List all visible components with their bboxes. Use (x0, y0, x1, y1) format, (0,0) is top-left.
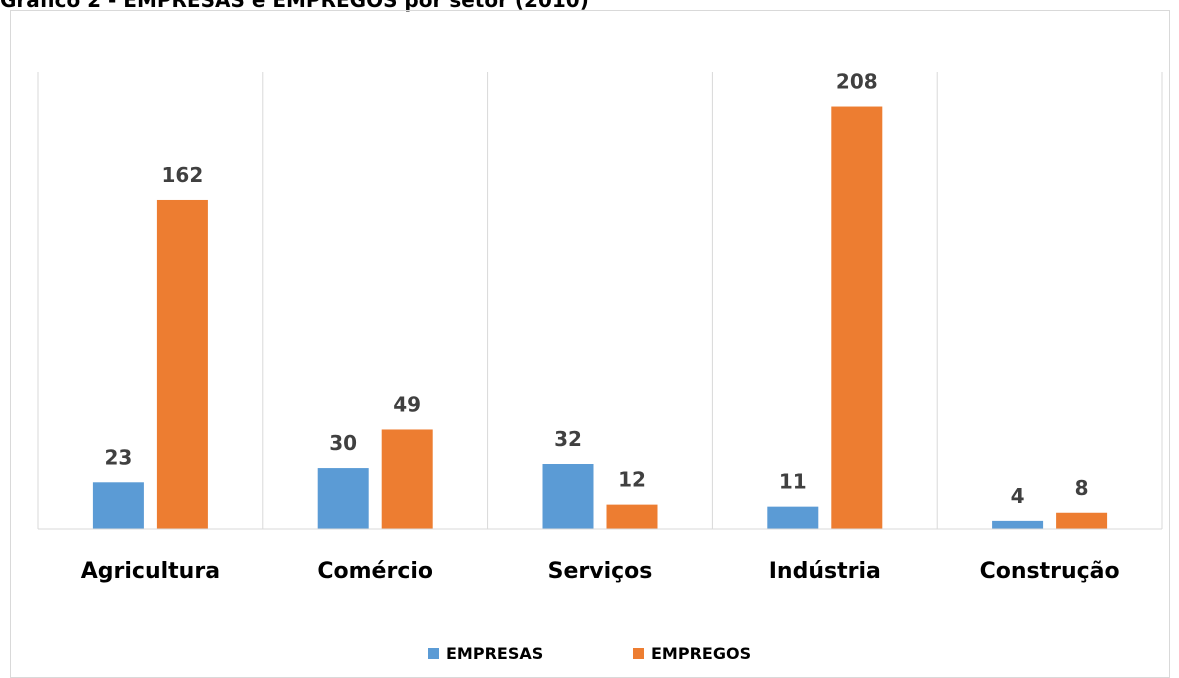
data-label-empregos: 208 (836, 70, 878, 94)
category-label: Serviços (548, 559, 653, 584)
category-label: Indústria (769, 559, 881, 584)
legend-label-empresas: EMPRESAS (446, 644, 544, 663)
data-label-empregos: 8 (1075, 476, 1089, 500)
bar-empresas (767, 506, 819, 529)
category-label: Comércio (317, 559, 433, 584)
bar-empresas (92, 482, 144, 529)
data-label-empresas: 4 (1011, 484, 1025, 508)
bar-empregos (1056, 512, 1108, 529)
bar-empregos (381, 429, 433, 529)
chart-title: Gráfico 2 - EMPRESAS e EMPREGOS por seto… (0, 0, 589, 12)
bar-empresas (542, 464, 594, 529)
legend-swatch-empresas (428, 648, 439, 659)
legend-item-empregos: EMPREGOS (633, 644, 751, 663)
data-label-empresas: 32 (554, 427, 582, 451)
legend-swatch-empregos (633, 648, 644, 659)
bar-empregos (831, 106, 883, 529)
bar-empregos (606, 504, 658, 529)
bar-empresas (317, 468, 369, 529)
legend-item-empresas: EMPRESAS (428, 644, 543, 663)
category-label: Agricultura (81, 559, 220, 584)
data-label-empresas: 30 (329, 431, 357, 455)
bar-empregos (156, 199, 208, 529)
data-label-empresas: 23 (104, 445, 132, 469)
data-label-empregos: 12 (618, 468, 646, 492)
legend: EMPRESAS EMPREGOS (0, 644, 1179, 666)
data-label-empregos: 162 (162, 163, 204, 187)
category-label: Construção (980, 559, 1120, 584)
data-label-empresas: 11 (779, 470, 807, 494)
data-label-empregos: 49 (393, 392, 421, 416)
legend-label-empregos: EMPREGOS (651, 644, 752, 663)
bar-empresas (992, 520, 1044, 529)
